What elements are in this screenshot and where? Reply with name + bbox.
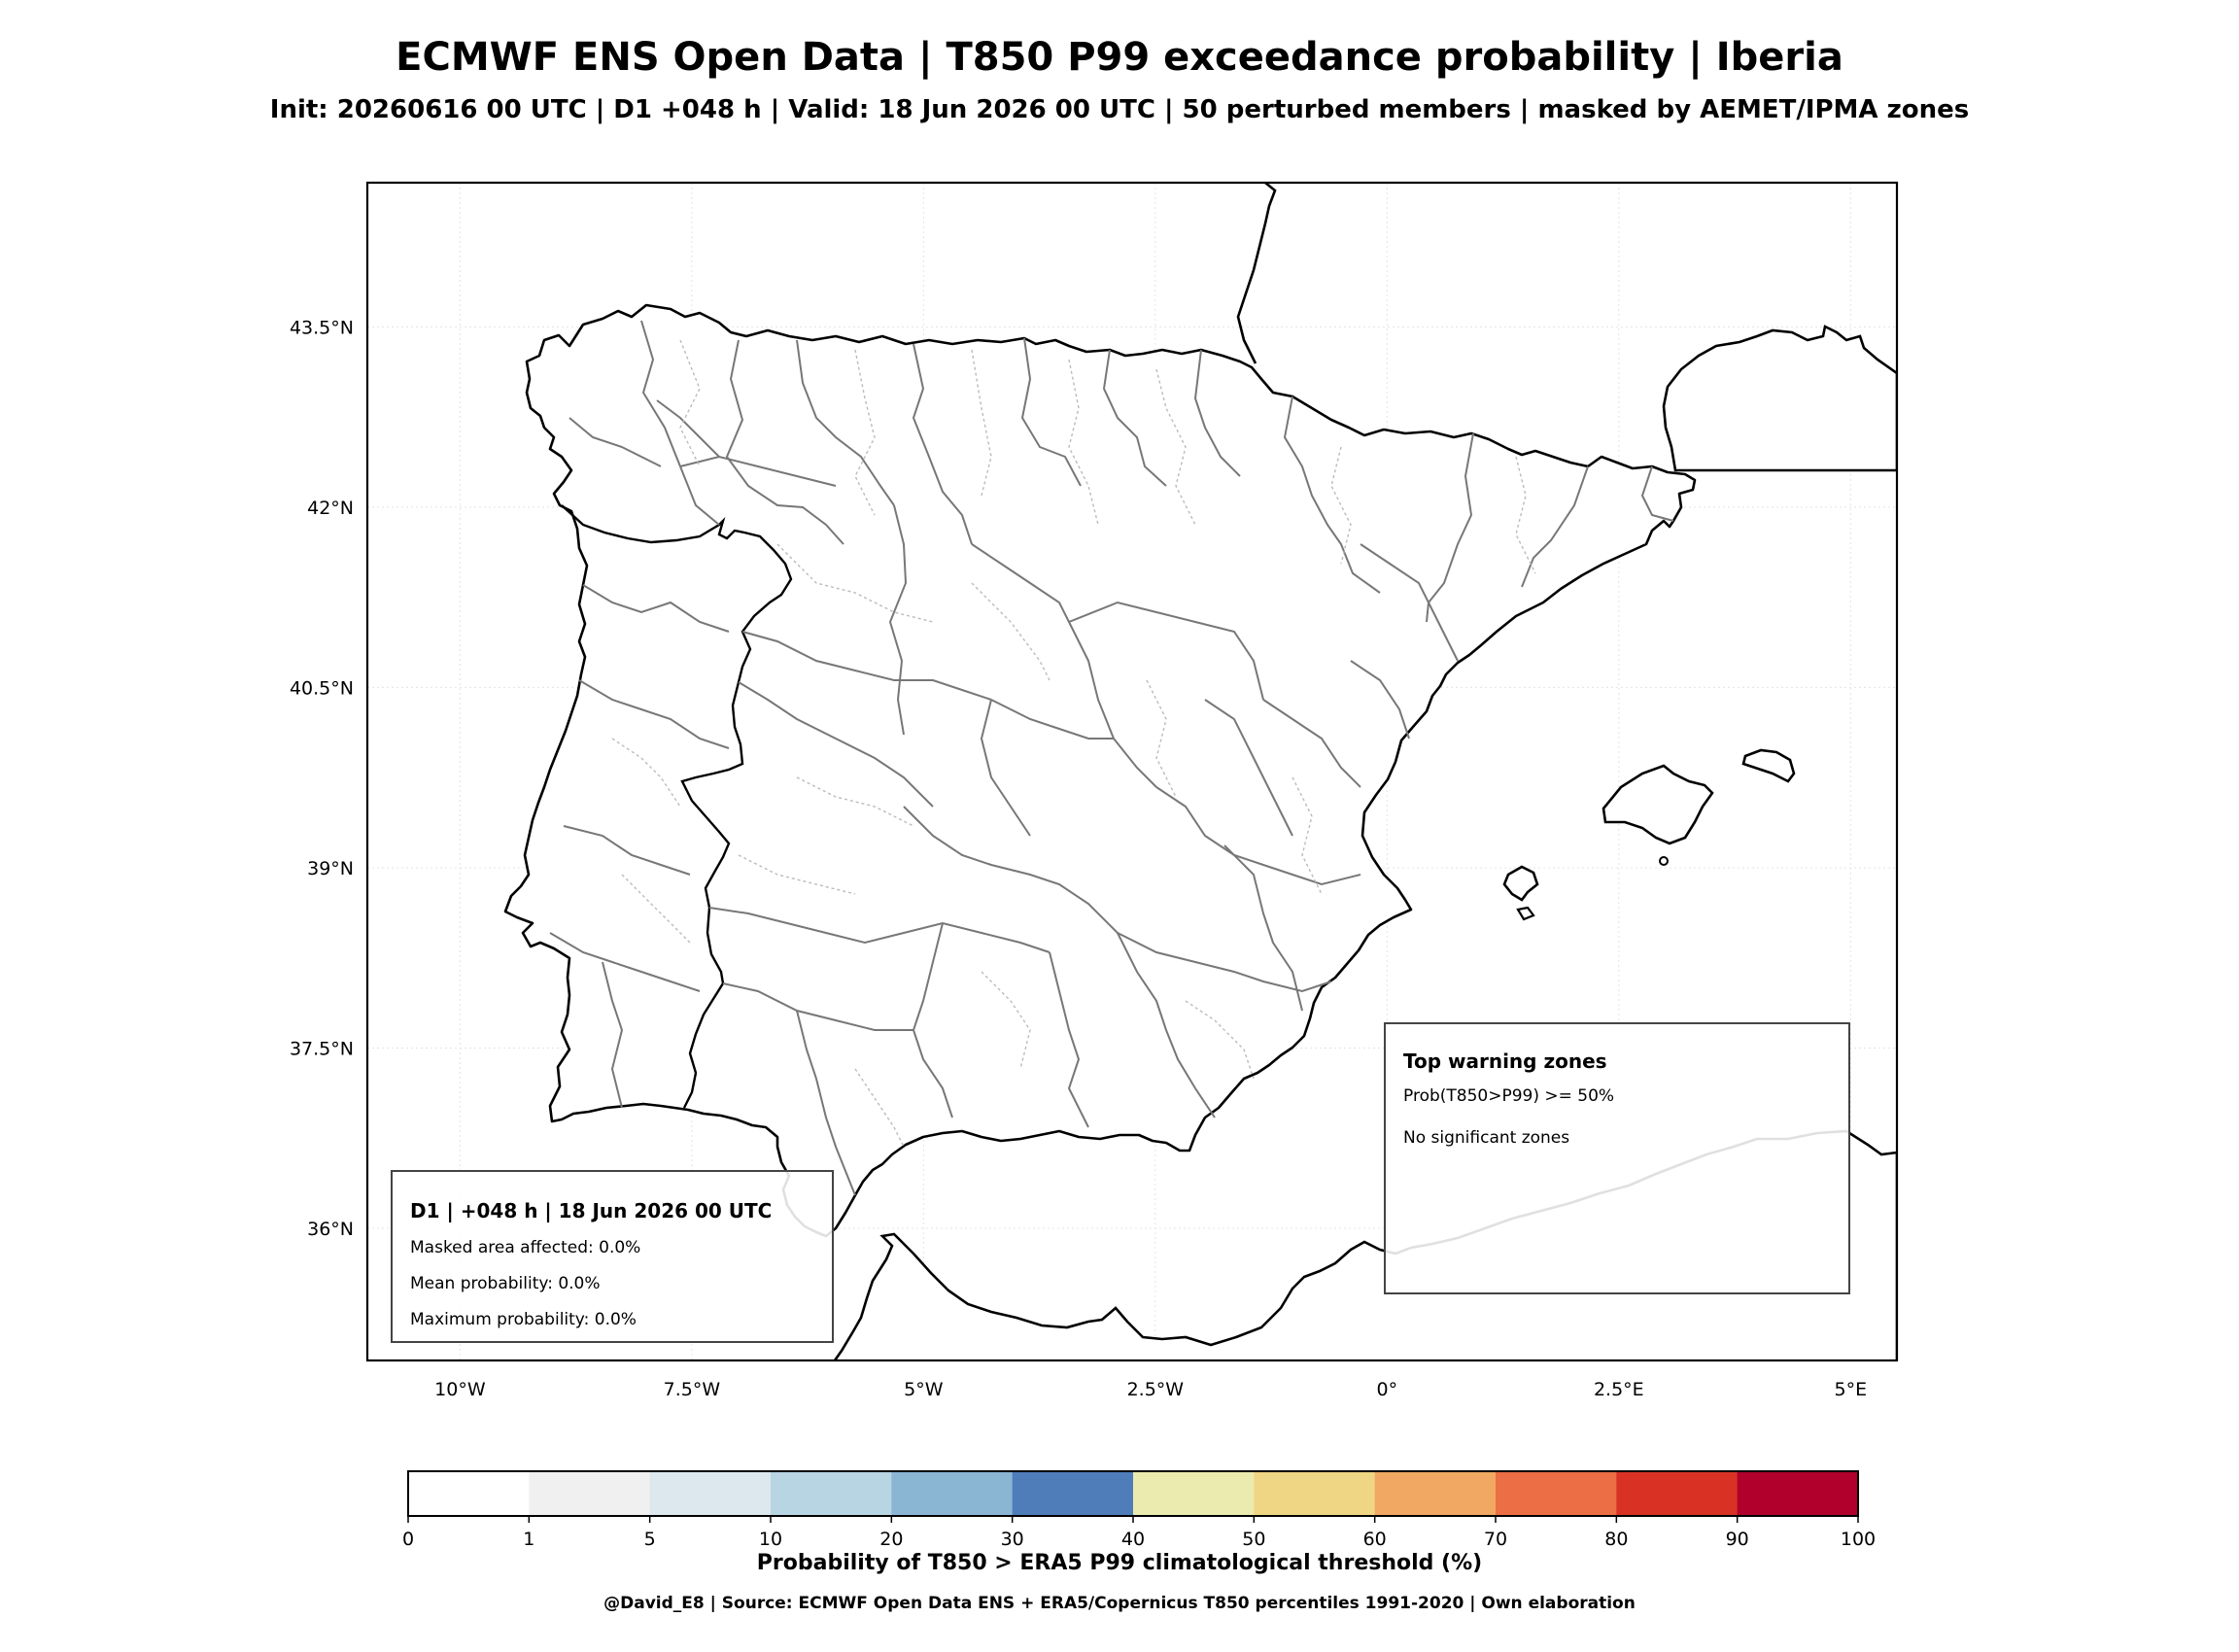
lon-tick-label: 5°W	[904, 1379, 944, 1400]
colorbar-tick-label: 30	[1001, 1529, 1024, 1550]
france-med-coastline	[1662, 325, 1897, 472]
stats-max-probability: Maximum probability: 0.0%	[410, 1310, 637, 1329]
colorbar-segment	[1254, 1471, 1376, 1516]
colorbar-tick-label: 40	[1121, 1529, 1145, 1550]
colorbar-segment	[649, 1471, 772, 1516]
colorbar-segment	[1616, 1471, 1739, 1516]
colorbar-label: Probability of T850 > ERA5 P99 climatolo…	[756, 1551, 1483, 1575]
lat-tick-label: 37.5°N	[290, 1038, 354, 1059]
colorbar-tick-label: 10	[759, 1529, 782, 1550]
formentera-island	[1516, 906, 1535, 921]
colorbar-segment	[1496, 1471, 1617, 1516]
colorbar-segment	[408, 1471, 530, 1516]
colorbar-tick-label: 0	[402, 1529, 414, 1550]
probability-colorbar	[407, 1470, 1859, 1517]
zones-heading: Top warning zones	[1403, 1050, 1607, 1073]
menorca-island	[1741, 748, 1796, 783]
lon-tick-label: 2.5°W	[1127, 1379, 1185, 1400]
ibiza-island	[1502, 865, 1539, 902]
colorbar-tick-label: 1	[523, 1529, 534, 1550]
cabrera-island	[1659, 856, 1669, 866]
lon-tick-label: 2.5°E	[1594, 1379, 1644, 1400]
longitude-tick-labels: 10°W 7.5°W 5°W 2.5°W 0° 2.5°E 5°E	[434, 1379, 1867, 1400]
iberia-coastline	[503, 303, 1697, 1238]
lat-tick-label: 42°N	[307, 498, 354, 519]
mallorca-island	[1602, 764, 1714, 845]
forecast-stats-box: D1 | +048 h | 18 Jun 2026 00 UTC Masked …	[391, 1170, 834, 1343]
lon-tick-label: 5°E	[1835, 1379, 1868, 1400]
source-footer: @David_E8 | Source: ECMWF Open Data ENS …	[603, 1594, 1636, 1613]
map-title: ECMWF ENS Open Data | T850 P99 exceedanc…	[396, 35, 1843, 80]
warning-zones-box: Top warning zones Prob(T850>P99) >= 50% …	[1384, 1022, 1850, 1294]
stats-heading: D1 | +048 h | 18 Jun 2026 00 UTC	[410, 1199, 773, 1222]
spain-portugal-border	[561, 504, 793, 1109]
france-coastline	[1236, 183, 1277, 364]
lon-tick-label: 0°	[1377, 1379, 1398, 1400]
colorbar-tick-label: 70	[1484, 1529, 1507, 1550]
map-subtitle: Init: 20260616 00 UTC | D1 +048 h | Vali…	[269, 95, 1970, 124]
stats-mean-probability: Mean probability: 0.0%	[410, 1274, 601, 1293]
colorbar-segment	[771, 1471, 892, 1516]
lat-tick-label: 43.5°N	[290, 317, 354, 338]
zones-criterion: Prob(T850>P99) >= 50%	[1403, 1086, 1615, 1106]
colorbar-segment	[1737, 1471, 1859, 1516]
colorbar-tick-label: 90	[1726, 1529, 1749, 1550]
lat-tick-label: 40.5°N	[290, 677, 354, 699]
colorbar-tick-label: 20	[879, 1529, 903, 1550]
colorbar-segment	[1374, 1471, 1497, 1516]
colorbar-tick-label: 5	[644, 1529, 656, 1550]
subzone-borders	[611, 339, 1536, 1148]
colorbar-tick-label: 60	[1363, 1529, 1387, 1550]
colorbar-segment	[1012, 1471, 1134, 1516]
colorbar-segment	[891, 1471, 1014, 1516]
colorbar-tick-labels: 0 1 5 10 20 30 40 50 60 70 80 90 100	[402, 1516, 1876, 1550]
colorbar-tick-label: 100	[1841, 1529, 1876, 1550]
colorbar-segment	[529, 1471, 651, 1516]
zones-result: No significant zones	[1403, 1128, 1570, 1148]
map-frame	[365, 181, 1899, 1362]
lon-tick-label: 7.5°W	[664, 1379, 721, 1400]
colorbar-tick-label: 50	[1242, 1529, 1265, 1550]
stats-masked-area: Masked area affected: 0.0%	[410, 1238, 641, 1257]
lon-tick-label: 10°W	[434, 1379, 486, 1400]
lat-tick-label: 39°N	[307, 858, 354, 879]
latitude-tick-labels: 43.5°N 42°N 40.5°N 39°N 37.5°N 36°N	[290, 317, 354, 1240]
zone-borders	[549, 320, 1674, 1196]
colorbar-segment	[1133, 1471, 1255, 1516]
lat-tick-label: 36°N	[307, 1219, 354, 1240]
colorbar-tick-label: 80	[1604, 1529, 1628, 1550]
